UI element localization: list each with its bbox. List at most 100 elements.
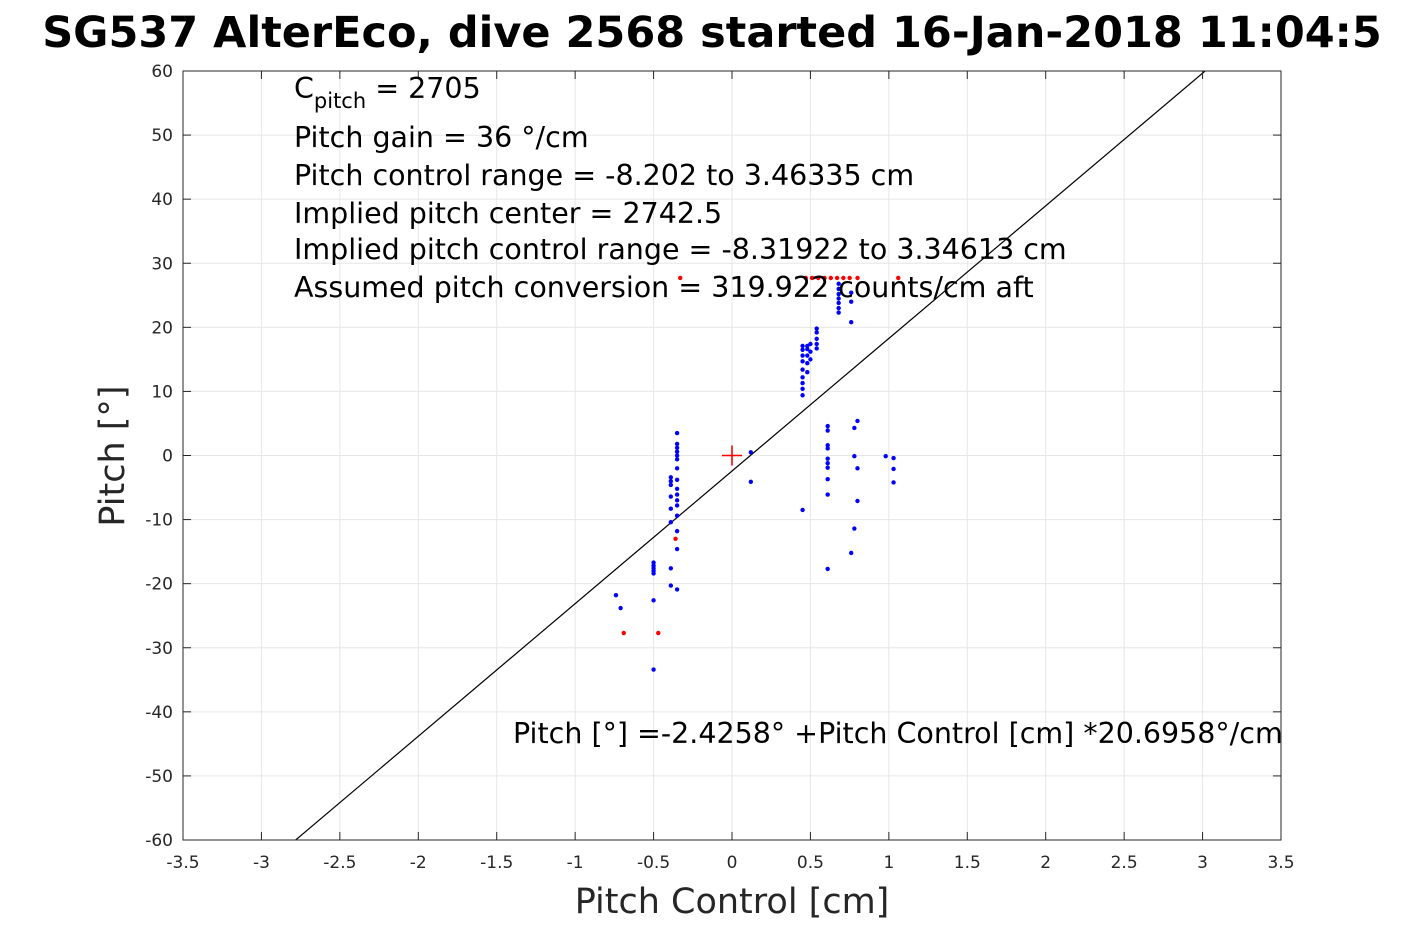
x-tick-label: 2.5 [1111,853,1138,873]
data-point-used [836,305,841,311]
pitch-control-range-annotation: Pitch control range = -8.202 to 3.46335 … [294,159,914,192]
x-tick-label: 1.5 [954,853,981,873]
data-point-used [800,347,805,352]
data-point-used [668,494,674,499]
data-point-used [800,507,805,513]
data-point-excluded [809,275,815,281]
data-point-used [808,349,813,354]
x-tick-label: 3.5 [1267,853,1294,873]
data-point-used [805,353,810,358]
data-point-used [800,375,805,380]
x-tick-label: -3.5 [166,853,199,873]
data-point-used [836,300,841,306]
data-point-used [674,492,680,497]
y-tick-label: -50 [145,767,173,787]
y-tick-label: -40 [145,703,173,723]
y-tick-label: 20 [151,318,173,338]
data-point-used [836,310,841,315]
data-point-used [836,281,841,286]
data-point-used [891,455,896,461]
data-point-used [891,466,896,472]
data-point-used [651,571,656,576]
c-pitch-value: = 2705 [366,72,481,105]
data-point-used [674,466,680,471]
pitch-center-marker [722,445,742,466]
data-point-used [825,566,830,572]
data-point-used [849,299,854,304]
c-pitch-subscript: pitch [314,89,366,113]
data-point-excluded [673,536,678,542]
x-tick-label: 1 [883,853,894,873]
data-point-used [808,341,813,347]
x-axis-label: Pitch Control [cm] [575,882,890,922]
grid-lines [182,70,1282,841]
pitch-gain-annotation: Pitch gain = 36 °/cm [294,121,589,154]
data-point-excluded [678,275,683,281]
y-tick-label: -10 [145,511,173,531]
data-point-used [668,506,674,511]
data-point-used [814,346,819,351]
data-point-used [674,430,680,436]
data-point-used [825,443,830,448]
x-tick-label: -2 [410,853,427,873]
data-point-used [855,418,860,424]
data-point-used [825,477,830,482]
data-point-used [674,441,680,447]
data-point-used [891,480,896,485]
c-pitch-annotation: Cpitch = 2705 [294,72,481,113]
data-point-used [668,583,674,588]
x-tick-label: -1 [567,853,584,873]
data-point-excluded [847,275,852,281]
data-point-used [849,550,854,556]
y-tick-label: 60 [151,62,173,82]
data-point-used [674,449,680,454]
fit-line [294,71,1207,840]
data-point-used [800,353,805,358]
x-tick-label: -0.5 [637,853,670,873]
data-point-excluded [828,275,834,281]
data-point-used [805,361,810,366]
implied-pitch-center-annotation: Implied pitch center = 2742.5 [294,197,722,230]
data-point-excluded [834,275,840,281]
data-point-used [651,667,656,672]
data-point-used [855,466,860,471]
data-point-used [674,453,680,458]
x-tick-label: 0.5 [797,853,824,873]
data-point-used [825,465,830,470]
data-point-used [800,386,805,392]
implied-pitch-control-range-annotation: Implied pitch control range = -8.31922 t… [294,233,1067,266]
data-point-used [800,380,805,386]
x-tick-label: -3 [253,853,270,873]
data-point-used [613,593,619,598]
data-point-used [668,482,674,488]
data-point-used [800,393,805,398]
y-tick-label: -60 [145,831,173,851]
data-point-used [674,457,680,462]
data-point-used [852,526,857,531]
fit-equation-annotation: Pitch [°] =-2.4258° +Pitch Control [cm] … [513,717,1283,750]
data-point-excluded [822,275,827,281]
y-axis-label: Pitch [°] [93,385,133,526]
data-point-excluded [621,630,626,636]
data-point-used [825,456,830,461]
x-tick-label: 3 [1197,853,1208,873]
data-point-used [651,598,656,603]
x-tick-label: -2.5 [323,853,356,873]
x-tick-label: 0 [727,853,738,873]
y-tick-label: 30 [151,254,173,274]
data-point-used [883,453,888,459]
y-tick-label: -20 [145,575,173,595]
data-point-used [849,320,854,325]
data-point-used [668,566,674,571]
data-point-used [808,357,813,362]
data-point-used [825,428,830,433]
data-point-used [852,425,857,431]
data-point-used [825,460,830,466]
x-tick-label: 2 [1040,853,1051,873]
data-point-excluded [896,275,901,281]
data-point-used [814,341,819,347]
data-point-used [836,286,841,292]
data-point-used [674,498,680,503]
data-point-used [668,519,674,525]
